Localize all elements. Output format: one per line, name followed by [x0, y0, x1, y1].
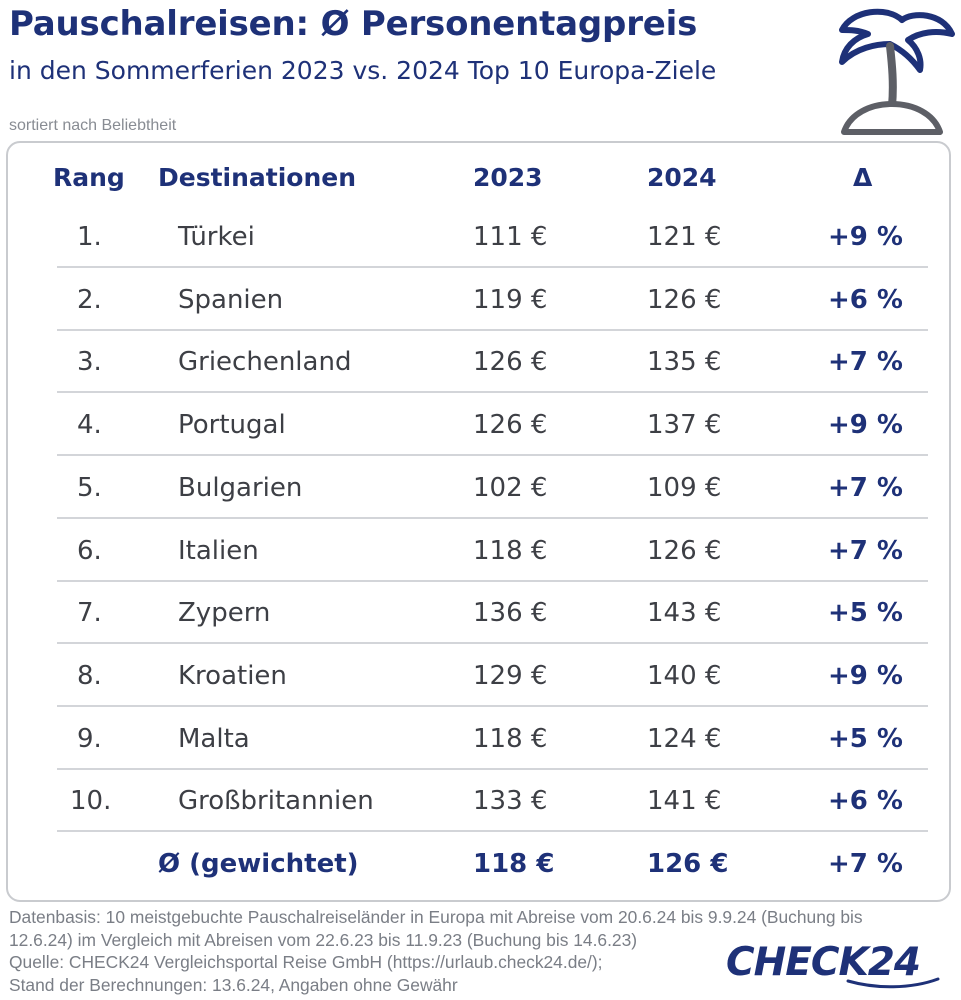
price-2023-cell: 126 €	[473, 410, 548, 441]
table-row: 6. Italien 118 € 126 € +7 %	[0, 522, 961, 584]
rank-cell: 1.	[77, 222, 102, 252]
row-separator	[57, 391, 928, 394]
price-2024-cell: 143 €	[647, 598, 722, 629]
rank-cell: 7.	[77, 598, 102, 629]
delta-cell: +6 %	[828, 786, 903, 817]
delta-cell: +5 %	[828, 598, 903, 629]
page-title: Pauschalreisen: Ø Personentagpreis	[9, 4, 698, 44]
price-2024-cell: 121 €	[647, 222, 722, 252]
price-2024-cell: 124 €	[647, 723, 722, 754]
price-2023-cell: 102 €	[473, 472, 548, 503]
table-row: 2. Spanien 119 € 126 € +6 %	[0, 271, 961, 333]
average-row: Ø (gewichtet) 118 € 126 € +7 %	[0, 835, 961, 897]
table-row: 3. Griechenland 126 € 135 € +7 %	[0, 333, 961, 395]
footer-notes: Datenbasis: 10 meistgebuchte Pauschalrei…	[9, 906, 959, 996]
rank-cell: 3.	[77, 347, 102, 378]
delta-cell: +7 %	[828, 347, 903, 378]
destination-cell: Griechenland	[178, 347, 352, 378]
delta-cell: +9 %	[828, 660, 903, 691]
table-row: 8. Kroatien 129 € 140 € +9 %	[0, 647, 961, 709]
price-2024-cell: 135 €	[647, 347, 722, 378]
average-2023: 118 €	[473, 849, 555, 879]
price-2024-cell: 126 €	[647, 284, 722, 315]
delta-cell: +9 %	[828, 410, 903, 441]
price-2023-cell: 126 €	[473, 347, 548, 378]
column-header-2024: 2024	[647, 163, 717, 192]
destination-cell: Spanien	[178, 284, 284, 315]
row-separator	[57, 266, 928, 268]
row-separator	[57, 454, 928, 457]
price-2023-cell: 118 €	[473, 535, 548, 566]
footer-line: 12.6.24) im Vergleich mit Abreisen vom 2…	[9, 929, 638, 950]
column-header-rang: Rang	[53, 163, 125, 192]
destination-cell: Malta	[178, 723, 250, 754]
price-2023-cell: 119 €	[473, 284, 548, 315]
swoosh-icon	[846, 977, 940, 989]
brand-wordmark: CHECK24	[726, 940, 921, 985]
destination-cell: Portugal	[178, 410, 286, 441]
palm-island-icon	[839, 8, 955, 135]
footer-line: Datenbasis: 10 meistgebuchte Pauschalrei…	[9, 907, 863, 927]
price-2024-cell: 137 €	[647, 410, 722, 441]
delta-cell: +5 %	[828, 723, 903, 754]
price-2023-cell: 129 €	[473, 660, 548, 691]
rank-cell: 8.	[77, 660, 102, 691]
delta-cell: +6 %	[828, 284, 903, 315]
price-2024-cell: 109 €	[647, 472, 722, 503]
rank-cell: 10.	[70, 786, 112, 817]
destination-cell: Großbritannien	[178, 786, 374, 817]
row-separator	[57, 579, 928, 582]
average-label: Ø (gewichtet)	[158, 849, 359, 879]
destination-cell: Türkei	[178, 222, 255, 252]
table-row: 9. Malta 118 € 124 € +5 %	[0, 710, 961, 772]
row-separator	[57, 767, 928, 770]
table-header: Rang Destinationen 2023 2024 Δ	[0, 153, 961, 203]
row-separator	[57, 704, 928, 707]
average-delta: +7 %	[828, 849, 903, 879]
price-2023-cell: 136 €	[473, 598, 548, 629]
page-subtitle: in den Sommerferien 2023 vs. 2024 Top 10…	[9, 56, 717, 85]
footer-line: Stand der Berechnungen: 13.6.24, Angaben…	[9, 974, 458, 995]
average-2024: 126 €	[647, 849, 729, 879]
footer-line: Quelle: CHECK24 Vergleichsportal Reise G…	[9, 952, 603, 972]
destination-cell: Kroatien	[178, 660, 287, 691]
price-2023-cell: 133 €	[473, 786, 548, 817]
row-separator	[57, 516, 928, 519]
rank-cell: 9.	[77, 723, 102, 754]
delta-cell: +7 %	[828, 472, 903, 503]
destination-cell: Italien	[178, 535, 259, 566]
rank-cell: 5.	[77, 472, 102, 503]
rank-cell: 6.	[77, 535, 102, 566]
row-separator	[57, 642, 928, 645]
row-separator	[57, 830, 928, 833]
price-2023-cell: 111 €	[473, 222, 548, 252]
column-header-destinationen: Destinationen	[158, 163, 357, 192]
sort-note: sortiert nach Beliebtheit	[9, 117, 177, 134]
column-header-2023: 2023	[473, 163, 543, 192]
price-2024-cell: 141 €	[647, 786, 722, 817]
price-2024-cell: 140 €	[647, 660, 722, 691]
destination-cell: Bulgarien	[178, 472, 303, 503]
table-row: 1. Türkei 111 € 121 € +9 %	[0, 208, 961, 270]
table-row: 7. Zypern 136 € 143 € +5 %	[0, 584, 961, 646]
column-header-delta: Δ	[853, 163, 873, 192]
row-separator	[57, 328, 928, 331]
delta-cell: +9 %	[828, 222, 903, 252]
delta-cell: +7 %	[828, 535, 903, 566]
check24-logo: CHECK24	[726, 940, 946, 989]
price-2023-cell: 118 €	[473, 723, 548, 754]
table-row: 10. Großbritannien 133 € 141 € +6 %	[0, 772, 961, 834]
price-2024-cell: 126 €	[647, 535, 722, 566]
rank-cell: 2.	[77, 284, 102, 315]
table-row: 4. Portugal 126 € 137 € +9 %	[0, 396, 961, 458]
rank-cell: 4.	[77, 410, 102, 441]
destination-cell: Zypern	[178, 598, 271, 629]
table-row: 5. Bulgarien 102 € 109 € +7 %	[0, 459, 961, 521]
